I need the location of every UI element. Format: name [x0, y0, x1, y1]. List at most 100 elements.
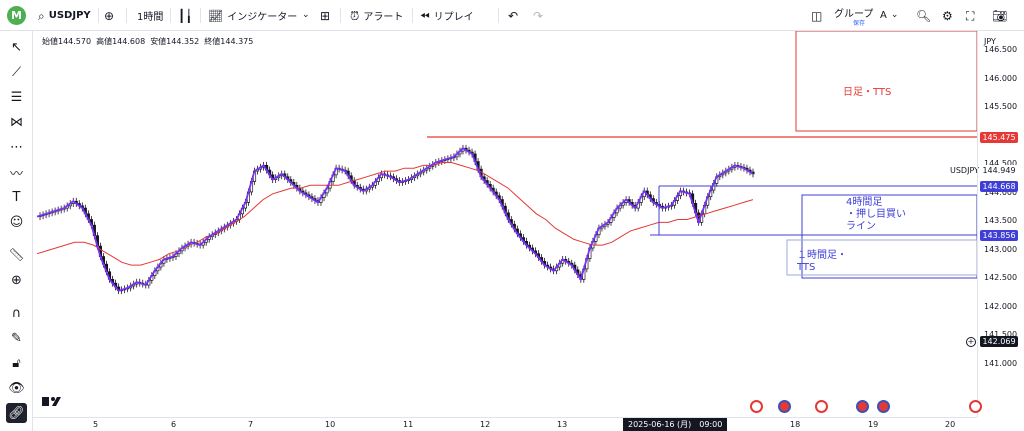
trendline-tool[interactable]: ⟋	[6, 62, 27, 82]
event-marker-red[interactable]	[969, 400, 982, 413]
time-tick-label: 20	[945, 420, 956, 429]
chevron-down-icon: ⌄	[302, 10, 310, 20]
indicators-icon: 📈︎	[208, 8, 224, 23]
search-icon: ⌕	[38, 8, 45, 23]
time-tick-label: 6	[171, 420, 177, 429]
settings-button[interactable]: ⚙	[942, 0, 953, 31]
h4-note-line3: ライン	[846, 221, 876, 232]
projection-tool[interactable]: ⋯	[6, 137, 27, 157]
group-label: グループ	[834, 9, 874, 20]
chart-type-button[interactable]: ┃╽	[178, 0, 192, 31]
price-axis[interactable]: JPY 146.500146.000145.500145.000144.5001…	[977, 31, 1024, 417]
text-tool[interactable]: T	[6, 187, 27, 207]
alert-button[interactable]: ⏰︎ アラート	[350, 0, 403, 31]
price-tick-label: 145.500	[984, 102, 1018, 111]
h1-note-line2: TTS	[797, 262, 816, 273]
crosshair-price-tag: 142.069	[980, 336, 1018, 347]
brush-icon: 〰	[9, 166, 23, 182]
h1-note-line1: １時間足・	[797, 250, 847, 261]
compare-button[interactable]: ⊕	[104, 0, 114, 31]
redo-button[interactable]: ↷	[533, 0, 543, 31]
time-axis[interactable]: 567101112137181920 2025-06-16 (月) 09:00	[33, 417, 977, 431]
time-tick-label: 7	[248, 420, 254, 429]
snapshot-button[interactable]: 📷︎	[992, 0, 1007, 31]
time-tick-label: 11	[403, 420, 414, 429]
interval-button[interactable]: 1時間	[137, 0, 163, 31]
time-tick-label: 18	[790, 420, 801, 429]
layout-toggle-button[interactable]: ◫	[811, 0, 822, 31]
drawing-toolbar: ↖ ⟋ ☰ ⋈ ⋯ 〰 T ☺ 📏︎ ⊕ ∩ ✎ 🔓︎ 👁︎ 🔗︎	[0, 31, 33, 431]
daily-tts-note[interactable]: 日足・TTS	[843, 87, 892, 98]
fib-tool[interactable]: ☰	[6, 87, 27, 107]
font-button[interactable]: A ⌄	[880, 0, 898, 31]
layout-button[interactable]: ⊞	[320, 0, 330, 31]
measure-tool[interactable]: 📏︎	[6, 245, 27, 265]
h4-note-box[interactable]	[801, 194, 978, 279]
tradingview-logo[interactable]	[42, 397, 61, 406]
top-toolbar: M ⌕ USDJPY ⊕ 1時間 ┃╽ 📈︎ インジケーター ⌄ ⊞ ⏰︎	[0, 0, 1024, 31]
indicators-templates-button[interactable]: ⌄	[302, 0, 310, 31]
zoom-in-tool[interactable]: ⊕	[6, 270, 27, 290]
cursor-icon: ↖	[11, 39, 22, 55]
price-tick-label: 146.000	[984, 73, 1018, 83]
moving-average-line	[36, 162, 754, 266]
event-marker-us-flag[interactable]	[778, 400, 791, 413]
zigzag-line	[36, 147, 754, 292]
indicators-button[interactable]: 📈︎ インジケーター	[208, 0, 297, 31]
price-chart[interactable]	[33, 30, 978, 417]
price-tick-label: 141.500	[984, 330, 1018, 339]
link-icon: 🔗︎	[8, 405, 25, 421]
symbol-label: USDJPY	[48, 10, 91, 21]
indicators-label: インジケーター	[227, 12, 298, 23]
low-value: 安値144.352	[150, 37, 200, 46]
event-marker-us-flag[interactable]	[877, 400, 890, 413]
smiley-icon: ☺	[9, 214, 24, 230]
magnet-tool[interactable]: ∩	[6, 303, 27, 323]
lock-tool[interactable]: 🔓︎	[6, 353, 27, 373]
daily-tts-box[interactable]	[795, 30, 978, 132]
replay-button[interactable]: ⏪︎ リプレイ	[420, 0, 474, 31]
link-tool[interactable]: 🔗︎	[6, 403, 27, 423]
open-value: 始値144.570	[42, 37, 92, 46]
user-avatar[interactable]: M	[7, 6, 26, 25]
emoji-tool[interactable]: ☺	[6, 212, 27, 232]
stay-drawing-tool[interactable]: ✎	[6, 328, 27, 348]
add-plus-icon[interactable]: +	[966, 337, 976, 347]
undo-button[interactable]: ↶	[508, 0, 518, 31]
font-letter: A	[880, 10, 887, 21]
chevron-down-icon: ⌄	[890, 10, 899, 20]
price-tick-label: 142.000	[984, 301, 1018, 311]
projection-icon: ⋯	[10, 139, 23, 155]
fullscreen-icon: ⛶	[966, 8, 975, 23]
price-tick-label: 144.000	[984, 187, 1018, 197]
visibility-tool[interactable]: 👁︎	[6, 378, 27, 398]
price-tick-label: 142.500	[984, 273, 1018, 282]
blue-upper-price-tag: 144.668	[980, 181, 1018, 192]
zoom-button[interactable]: 🔍︎	[916, 0, 931, 31]
fullscreen-button[interactable]: ⛶	[966, 0, 974, 31]
price-tick-label: 144.500	[984, 159, 1018, 168]
brush-tool[interactable]: 〰	[6, 162, 27, 182]
price-tick-label: 143.500	[984, 216, 1018, 225]
cursor-tool[interactable]: ↖	[6, 37, 27, 57]
replay-icon: ⏪︎	[420, 8, 430, 23]
event-marker-red[interactable]	[750, 400, 763, 413]
price-tick-label: 146.500	[984, 45, 1018, 54]
symbol-search-button[interactable]: ⌕ USDJPY	[38, 0, 91, 31]
magnifier-icon: 🔍︎	[916, 8, 932, 23]
h4-note-line2: ・押し目買い	[846, 209, 906, 220]
time-tick-label: 19	[868, 420, 879, 429]
event-marker-red[interactable]	[815, 400, 828, 413]
high-value: 高値144.608	[96, 37, 146, 46]
lock-icon: 🔓︎	[12, 355, 21, 371]
chart-pane[interactable]: 始値144.570 高値144.608 安値144.352 終値144.375 USD…	[33, 30, 979, 417]
time-tick-label: 13	[557, 420, 568, 429]
pattern-tool[interactable]: ⋈	[6, 112, 27, 132]
event-marker-us-flag[interactable]	[856, 400, 869, 413]
candles-layer	[38, 144, 755, 295]
red-line-price-tag: 145.475	[980, 132, 1018, 143]
pattern-icon: ⋈	[10, 114, 23, 130]
group-button[interactable]: グループ	[834, 0, 873, 28]
gear-icon: ⚙	[942, 8, 953, 23]
